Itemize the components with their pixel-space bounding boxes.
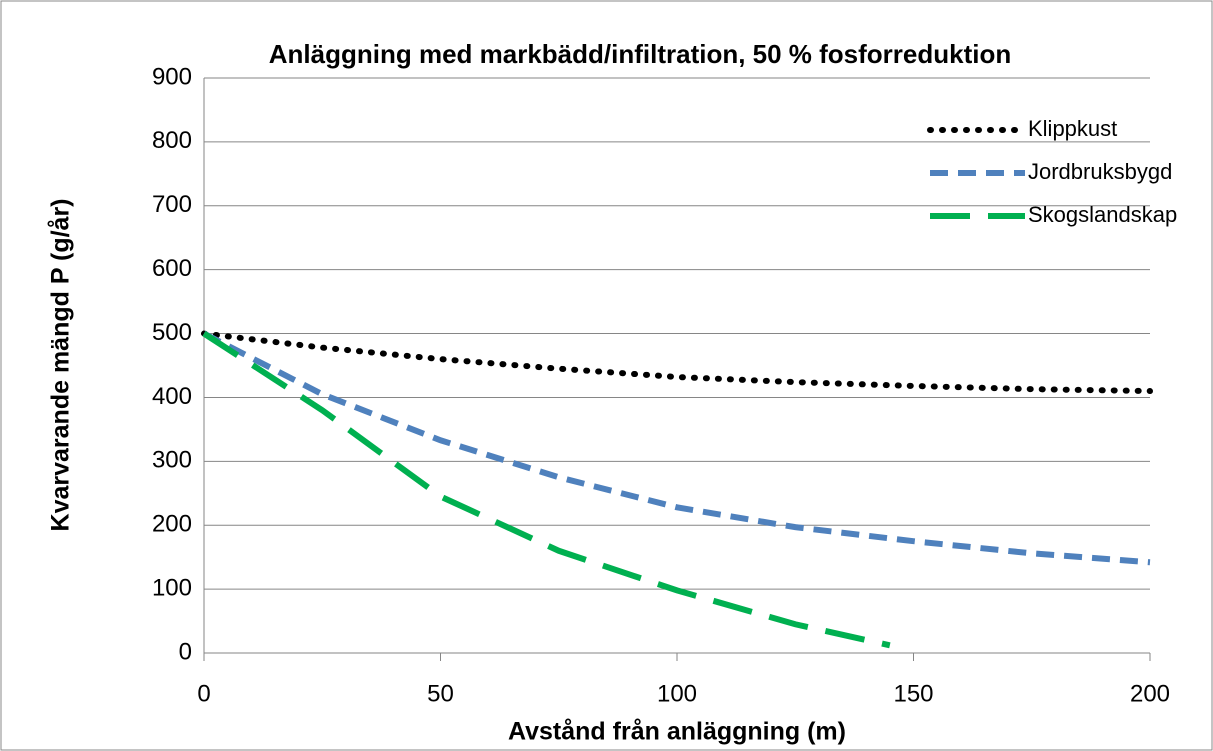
- x-tick-label: 100: [657, 680, 697, 707]
- y-tick-label: 400: [152, 383, 192, 410]
- y-tick-label: 200: [152, 511, 192, 538]
- x-tick-label: 0: [197, 680, 210, 707]
- series-line: [202, 331, 891, 649]
- chart-title: Anläggning med markbädd/infiltration, 50…: [269, 39, 1012, 69]
- legend-label: Skogslandskap: [1028, 202, 1177, 227]
- y-tick-label: 300: [152, 447, 192, 474]
- y-axis-title: Kvarvarande mängd P (g/år): [47, 199, 75, 532]
- series-line: [201, 330, 1153, 395]
- y-tick-label: 800: [152, 127, 192, 154]
- series-line: [202, 330, 1151, 566]
- x-axis-title: Avstånd från anläggning (m): [508, 718, 846, 746]
- y-tick-label: 600: [152, 255, 192, 282]
- x-tick-label: 200: [1130, 680, 1170, 707]
- y-tick-label: 0: [179, 638, 192, 665]
- legend-label: Jordbruksbygd: [1028, 159, 1172, 184]
- x-tick-label: 50: [427, 680, 454, 707]
- y-tick-label: 700: [152, 191, 192, 218]
- y-tick-label: 100: [152, 574, 192, 601]
- y-tick-label: 500: [152, 319, 192, 346]
- y-tick-label: 900: [152, 63, 192, 90]
- legend-label: Klippkust: [1028, 116, 1117, 141]
- x-tick-label: 150: [893, 680, 933, 707]
